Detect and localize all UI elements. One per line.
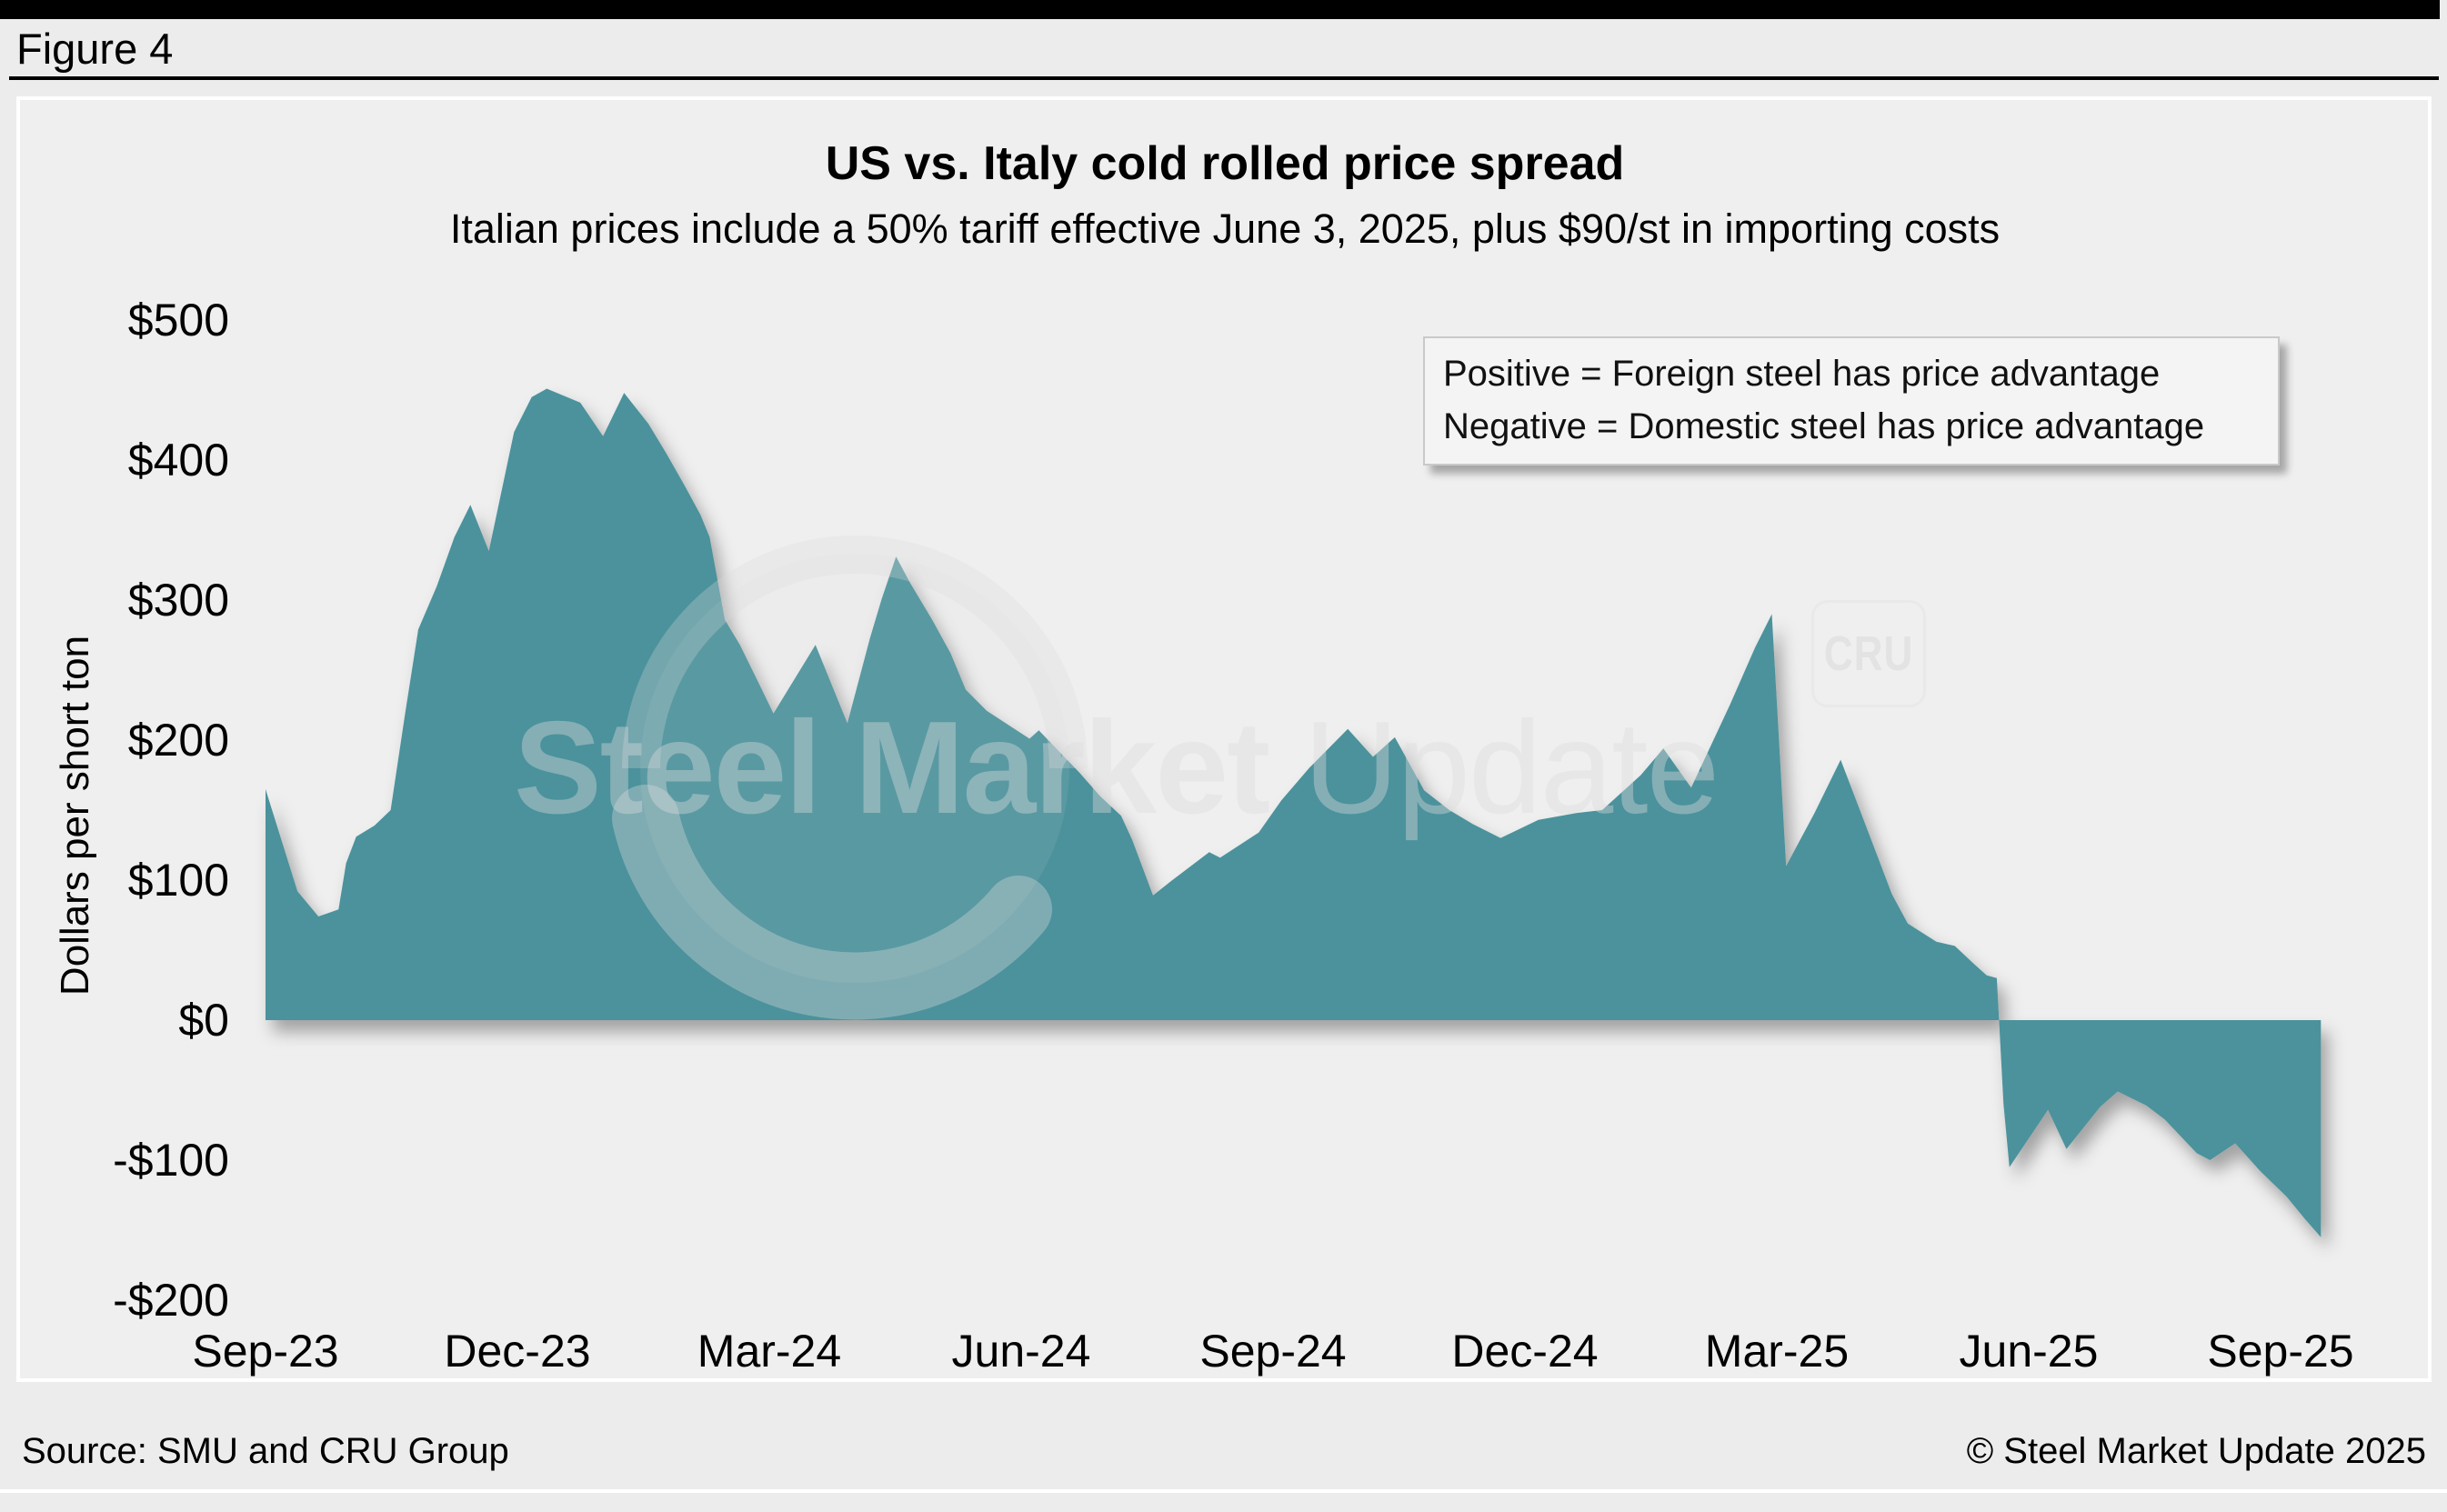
x-tick-label: Sep-23 [192,1326,339,1377]
x-tick-label: Jun-25 [1959,1326,2099,1377]
legend-note-box: Positive = Foreign steel has price advan… [1423,336,2280,466]
area-series [266,388,2322,1237]
watermark-update: Update [1269,694,1720,841]
x-tick-label: Mar-24 [697,1326,842,1377]
y-tick-label: $300 [127,575,229,626]
x-tick-label: Sep-24 [1199,1326,1347,1377]
source-credit: Source: SMU and CRU Group [22,1431,509,1471]
top-black-bar [0,0,2440,19]
x-tick-label: Mar-25 [1704,1326,1850,1377]
y-axis-title: Dollars per short ton [53,635,97,996]
y-tick-label: -$200 [113,1275,229,1326]
x-tick-label: Dec-23 [444,1326,591,1377]
y-tick-label: $400 [127,435,229,486]
header-divider [9,76,2439,80]
y-tick-label: -$100 [113,1135,229,1186]
smu-watermark: Steel Market Update [514,702,1720,834]
chart-title: US vs. Italy cold rolled price spread [825,137,1625,190]
x-tick-label: Sep-25 [2207,1326,2354,1377]
chart-subtitle: Italian prices include a 50% tariff effe… [449,205,2001,252]
y-tick-label: $0 [178,995,229,1046]
copyright-notice: © Steel Market Update 2025 [1966,1431,2426,1471]
x-tick-label: Jun-24 [951,1326,1091,1377]
cru-watermark-text: CRU [1823,626,1914,681]
smu-logo-swoosh-watermark [612,536,1088,1020]
y-tick-label: $500 [127,295,229,345]
legend-line-negative: Negative = Domestic steel has price adva… [1443,406,2205,446]
x-tick-label: Dec-24 [1451,1326,1599,1377]
y-tick-label: $100 [127,855,229,906]
bottom-divider [0,1489,2447,1493]
legend-line-positive: Positive = Foreign steel has price advan… [1443,354,2161,394]
figure-label: Figure 4 [16,25,174,73]
cru-watermark-badge: CRU [1811,600,1926,707]
y-tick-label: $200 [127,715,229,766]
watermark-steel-market: Steel Market [514,694,1270,841]
